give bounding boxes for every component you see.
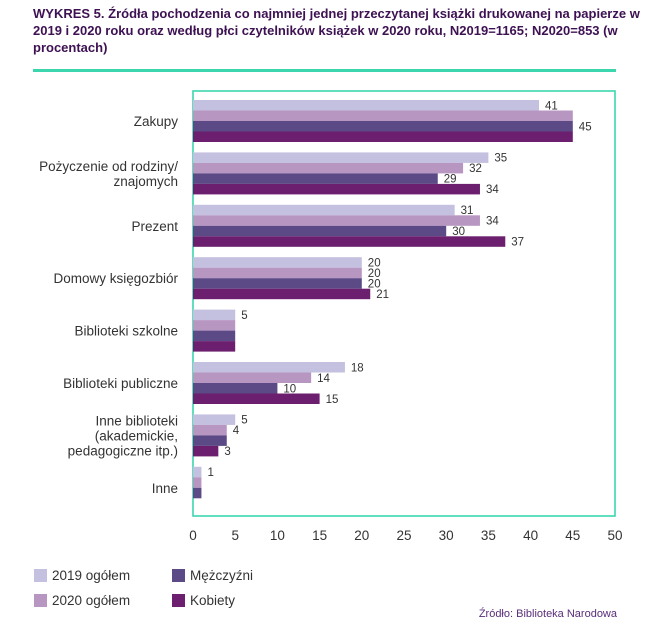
title-divider <box>33 69 616 72</box>
data-label-0-2: 31 <box>461 205 474 217</box>
category-label-4-0: Biblioteki szkolne <box>74 324 178 339</box>
data-label-1-3: 20 <box>368 268 381 280</box>
bar-3-2 <box>193 236 506 247</box>
data-label-3-6: 3 <box>224 446 230 458</box>
bar-0-7 <box>193 466 202 478</box>
bar-1-2 <box>193 215 480 226</box>
bar-3-1 <box>193 183 480 195</box>
data-label-0-1: 35 <box>494 153 507 165</box>
bar-3-3 <box>193 288 371 300</box>
bar-3-0 <box>193 131 573 142</box>
category-label-6-1: (akademickie, <box>95 428 178 443</box>
bar-0-5 <box>193 362 345 373</box>
data-label-0-3: 20 <box>368 257 381 269</box>
bar-1-7 <box>193 477 202 488</box>
category-label-2-0: Prezent <box>131 219 178 234</box>
x-tick-label-10: 50 <box>607 528 622 543</box>
data-label-3-5: 15 <box>326 394 339 406</box>
bar-1-6 <box>193 424 227 436</box>
x-tick-label-6: 30 <box>439 528 454 543</box>
x-tick-label-5: 25 <box>396 528 411 543</box>
legend-swatch-2020 <box>34 594 47 607</box>
legend-swatch-women <box>172 594 185 607</box>
bar-3-6 <box>193 445 219 457</box>
data-label-0-4: 5 <box>241 310 247 322</box>
bar-2-3 <box>193 278 362 289</box>
data-label-2-3: 20 <box>368 278 381 290</box>
bar-0-3 <box>193 257 362 268</box>
bar-2-0 <box>193 121 573 132</box>
data-label-1-5: 14 <box>317 373 330 385</box>
data-label-3-3: 21 <box>376 289 389 301</box>
data-label-0-6: 5 <box>241 415 247 427</box>
chart-title: WYKRES 5. Źródła pochodzenia co najmniej… <box>33 6 640 55</box>
legend-swatch-men <box>172 569 185 582</box>
bar-3-4 <box>193 341 236 352</box>
legend-label-2019: 2019 ogółem <box>52 568 131 583</box>
bar-0-1 <box>193 152 489 163</box>
bar-2-5 <box>193 383 278 394</box>
data-label-3-2: 37 <box>511 237 524 249</box>
x-tick-label-2: 10 <box>270 528 285 543</box>
data-label-0-5: 18 <box>351 362 364 374</box>
x-tick-label-8: 40 <box>523 528 538 543</box>
bar-2-7 <box>193 487 202 499</box>
bar-1-5 <box>193 372 312 383</box>
data-label-1-1: 32 <box>469 163 482 175</box>
data-label-0-7: 1 <box>207 467 213 479</box>
source-note: Źródło: Biblioteka Narodowa <box>478 608 617 620</box>
bar-0-0 <box>193 100 540 111</box>
legend-label-men: Mężczyźni <box>190 568 254 583</box>
data-label-3-1: 34 <box>486 184 499 196</box>
data-label-2-0: 45 <box>579 121 592 133</box>
x-tick-label-3: 15 <box>312 528 327 543</box>
x-tick-label-4: 20 <box>354 528 369 543</box>
plot-frame <box>192 90 616 517</box>
legend-label-women: Kobiety <box>190 593 236 608</box>
data-label-1-2: 34 <box>486 216 499 228</box>
category-label-7-0: Inne <box>152 481 178 496</box>
bar-0-4 <box>193 309 236 321</box>
category-label-1-1: znajomych <box>113 174 178 189</box>
x-tick-label-7: 35 <box>481 528 496 543</box>
bar-0-2 <box>193 204 455 216</box>
category-label-3-0: Domowy księgozbiór <box>53 271 178 286</box>
bar-0-6 <box>193 414 236 425</box>
bar-2-1 <box>193 173 438 184</box>
bar-1-3 <box>193 267 362 279</box>
legend-label-2020: 2020 ogółem <box>52 593 131 608</box>
x-tick-label-1: 5 <box>231 528 239 543</box>
category-label-5-0: Biblioteki publiczne <box>63 376 178 391</box>
category-label-0-0: Zakupy <box>134 114 179 129</box>
category-label-6-0: Inne biblioteki <box>95 413 178 428</box>
bar-1-1 <box>193 162 464 174</box>
category-label-6-2: pedagogiczne itp.) <box>68 443 178 458</box>
category-label-1-0: Pożyczenie od rodziny/ <box>39 159 178 174</box>
bar-2-4 <box>193 330 236 342</box>
data-label-1-6: 4 <box>233 425 240 437</box>
bar-2-2 <box>193 225 447 237</box>
data-label-2-1: 29 <box>444 174 457 186</box>
data-label-2-2: 30 <box>452 226 465 238</box>
legend-swatch-2019 <box>34 569 47 582</box>
x-tick-label-9: 45 <box>565 528 580 543</box>
bar-3-5 <box>193 393 320 404</box>
x-tick-label-0: 0 <box>189 528 197 543</box>
bar-1-4 <box>193 320 236 331</box>
bar-2-6 <box>193 435 227 446</box>
data-label-0-0: 41 <box>545 100 558 112</box>
data-label-2-5: 10 <box>283 383 296 395</box>
bar-1-0 <box>193 110 573 121</box>
